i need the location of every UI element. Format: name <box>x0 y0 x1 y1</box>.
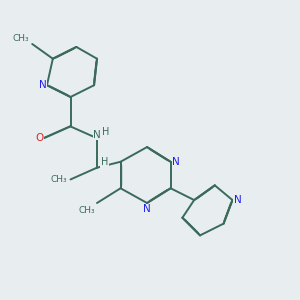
Text: H: H <box>101 158 108 167</box>
Text: N: N <box>93 130 101 140</box>
Text: N: N <box>39 80 46 90</box>
Text: H: H <box>102 127 109 137</box>
Text: O: O <box>35 133 44 143</box>
Text: N: N <box>172 157 180 167</box>
Text: CH₃: CH₃ <box>51 175 68 184</box>
Text: N: N <box>143 205 151 214</box>
Text: N: N <box>234 195 242 205</box>
Text: CH₃: CH₃ <box>13 34 29 43</box>
Text: CH₃: CH₃ <box>79 206 95 215</box>
